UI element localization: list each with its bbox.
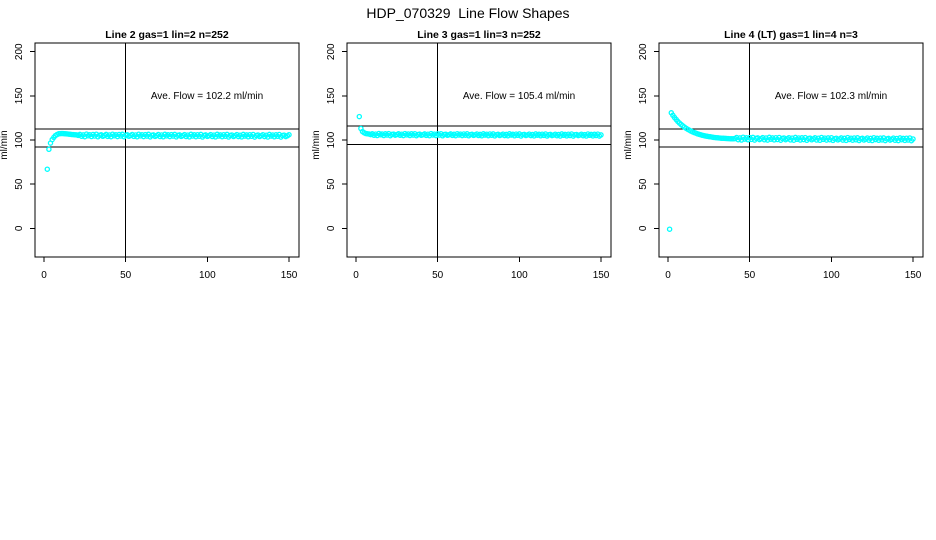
y-tick-label: 150 [14, 87, 25, 104]
scatter-plot-line-3: 0 50 100 150 0 50 100 150 200 ml/min Line 3 gas=1 … [312, 29, 612, 281]
y-tick-label: 0 [638, 225, 649, 231]
panel-line-2: 0 50 100 150 0 50 100 150 200 ml/min Line 2 gas=1 … [0, 0, 312, 300]
plot-box [658, 42, 924, 258]
x-tick-label: 50 [432, 270, 444, 281]
y-tick-label: 150 [638, 87, 649, 104]
x-tick-label: 150 [281, 270, 298, 281]
data-point [46, 146, 52, 153]
data-point [598, 132, 604, 138]
y-tick-label: 50 [326, 178, 337, 190]
scatter-plot-line-2: 0 50 100 150 0 50 100 150 200 ml/min Line 2 gas=1 … [0, 29, 300, 281]
x-tick-label: 0 [41, 270, 47, 281]
avg-flow-annotation: Ave. Flow = 105.4 ml/min [463, 91, 575, 102]
y-axis-label: ml/min [312, 130, 322, 159]
panel-title: Line 2 gas=1 lin=2 n=252 [105, 29, 229, 41]
avg-flow-annotation: Ave. Flow = 102.2 ml/min [151, 91, 263, 102]
x-tick-label: 150 [905, 270, 922, 281]
panel-line-3: 0 50 100 150 0 50 100 150 200 ml/min Line 3 gas=1 … [312, 0, 624, 300]
y-tick-label: 50 [14, 178, 25, 190]
data-point [286, 131, 292, 138]
panel-title: Line 3 gas=1 lin=3 n=252 [417, 29, 541, 41]
x-tick-label: 100 [823, 270, 840, 281]
y-tick-label: 200 [14, 43, 25, 60]
y-tick-label: 100 [326, 131, 337, 148]
x-tick-label: 50 [120, 270, 132, 281]
y-axis-label: ml/min [624, 130, 634, 159]
x-tick-label: 0 [665, 270, 671, 281]
scatter-plot-line-4: 0 50 100 150 0 50 100 150 200 ml/min Line 4 (LT) g… [624, 29, 924, 281]
data-point [910, 136, 916, 142]
y-tick-label: 0 [326, 225, 337, 231]
data-point [356, 113, 363, 120]
x-tick-label: 50 [744, 270, 756, 281]
figure-main-title: HDP_070329 Line Flow Shapes [366, 5, 570, 21]
y-tick-label: 0 [14, 225, 25, 231]
plot-box [346, 42, 612, 258]
data-point [44, 166, 51, 172]
x-tick-label: 100 [199, 270, 216, 281]
y-tick-label: 200 [326, 43, 337, 60]
y-axis-label: ml/min [0, 130, 10, 159]
plot-box [34, 42, 300, 258]
x-tick-label: 100 [511, 270, 528, 281]
y-tick-label: 100 [638, 131, 649, 148]
avg-flow-annotation: Ave. Flow = 102.3 ml/min [775, 91, 887, 102]
y-tick-label: 150 [326, 87, 337, 104]
panel-title: Line 4 (LT) gas=1 lin=4 n=3 [724, 29, 858, 41]
y-tick-label: 50 [638, 178, 649, 190]
x-tick-label: 150 [593, 270, 610, 281]
x-tick-label: 0 [353, 270, 359, 281]
data-point [666, 226, 673, 232]
panel-line-4: 0 50 100 150 0 50 100 150 200 ml/min Line 4 (LT) g… [624, 0, 936, 300]
y-tick-label: 100 [14, 131, 25, 148]
y-tick-label: 200 [638, 43, 649, 60]
